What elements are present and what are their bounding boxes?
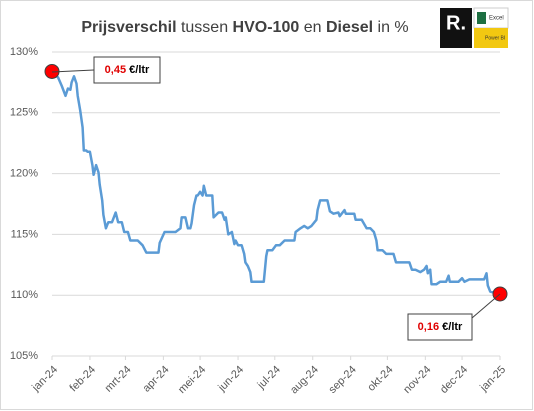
callout-leader <box>51 69 95 73</box>
callout-leader <box>471 293 501 319</box>
y-tick-label: 115% <box>11 228 39 240</box>
logo-excel-text: Excel <box>489 16 504 22</box>
callout-box <box>407 313 473 341</box>
logo-excel-icon <box>477 12 486 24</box>
title-part: Prijsverschil <box>81 19 176 36</box>
callout-text: 0,45 €/ltr <box>105 64 150 76</box>
logo-r <box>440 8 472 48</box>
callout-unit: €/ltr <box>129 64 150 76</box>
callout-unit: €/ltr <box>442 321 463 333</box>
callout-box <box>93 56 161 84</box>
title-part: tussen <box>177 19 233 36</box>
title-part: in % <box>373 19 409 36</box>
chart-title: Prijsverschil tussen HVO-100 en Diesel i… <box>81 19 408 36</box>
y-tick-label: 105% <box>10 350 38 362</box>
y-tick-label: 110% <box>11 289 39 301</box>
end-marker <box>492 286 508 302</box>
y-tick-label: 120% <box>10 168 38 180</box>
y-tick-label: 130% <box>10 46 38 58</box>
logo-powerbi-text: Power BI <box>485 35 505 41</box>
callout-value: 0,45 <box>105 64 126 76</box>
callout-value: 0,16 <box>418 321 439 333</box>
callout-text: 0,16 €/ltr <box>418 321 463 333</box>
callout-start: 0,45 €/ltr <box>51 56 161 84</box>
logo-mark: R. <box>446 12 466 34</box>
title-part: en <box>299 19 326 36</box>
callout-end: 0,16 €/ltr <box>407 293 501 341</box>
data-line <box>51 70 501 296</box>
logo: R. Excel Power BI <box>440 7 509 48</box>
y-tick-label: 125% <box>10 107 38 119</box>
logo-powerbi <box>474 28 508 48</box>
title-part: HVO-100 <box>233 19 300 36</box>
title-part: Diesel <box>326 19 373 36</box>
